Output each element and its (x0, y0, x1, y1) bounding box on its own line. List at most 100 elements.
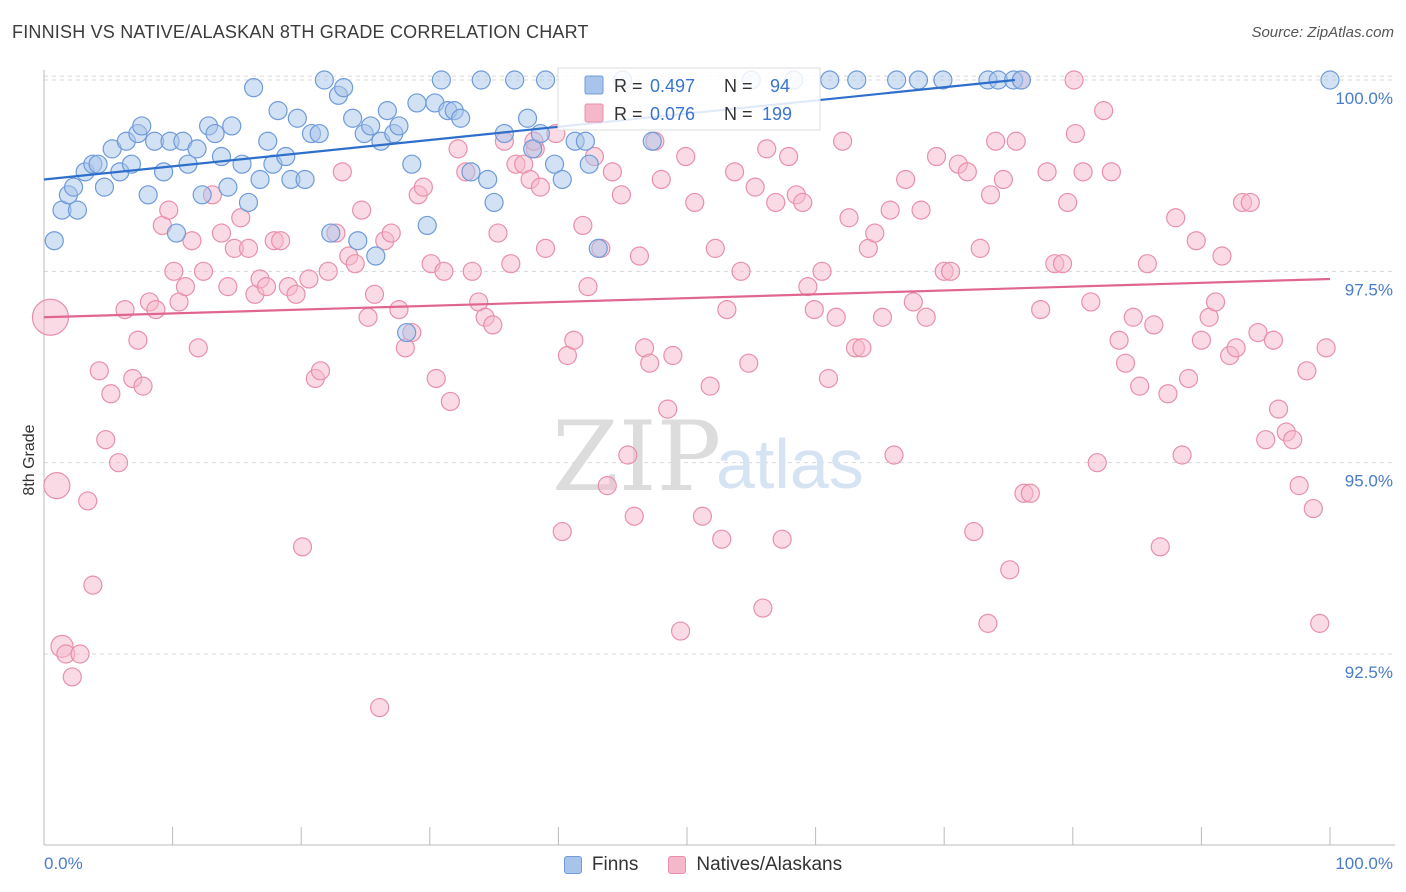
scatter-point (692, 506, 713, 526)
scatter-point (187, 139, 207, 159)
scatter-point (63, 177, 84, 197)
scatter-point (286, 284, 306, 304)
scatter-point (575, 131, 596, 151)
trend-line-natives (43, 277, 1331, 319)
scatter-point (146, 300, 166, 320)
chart-source: Source: ZipAtlas.com (1251, 24, 1394, 41)
scatter-point (573, 215, 593, 236)
scatter-point (321, 223, 341, 243)
scatter-point (94, 177, 115, 197)
scatter-point (611, 185, 632, 205)
scatter-point (256, 277, 277, 297)
scatter-point (1115, 353, 1136, 373)
scatter-point (193, 261, 214, 281)
scatter-point (364, 284, 385, 304)
scatter-point (1073, 162, 1093, 182)
scatter-point (166, 223, 187, 243)
scatter-point (1186, 231, 1206, 251)
scatter-point (1101, 162, 1121, 182)
scatter-point (413, 177, 433, 197)
scatter-point (530, 177, 550, 197)
scatter-point (986, 131, 1006, 151)
scatter-point (1283, 430, 1303, 450)
scatter-point (334, 78, 354, 98)
scatter-point (1303, 498, 1323, 519)
scatter-point (440, 391, 460, 412)
scatter-point (602, 162, 623, 182)
scatter-point (222, 116, 242, 136)
scatter-point (462, 261, 482, 281)
scatter-point (804, 300, 824, 320)
scatter-point (1081, 292, 1101, 312)
scatter-point (1248, 322, 1268, 343)
scatter-point (908, 70, 929, 90)
scatter-point (389, 300, 409, 320)
scatter-point (345, 254, 365, 274)
scatter-point (366, 246, 386, 266)
scatter-point (43, 472, 71, 500)
scatter-point (847, 70, 867, 90)
scatter-point (182, 231, 202, 251)
legend-natives-r-label: R = (614, 104, 643, 124)
scatter-point (896, 169, 916, 190)
scatter-point (62, 667, 82, 687)
scatter-point (78, 491, 98, 511)
scatter-point (402, 154, 422, 174)
scatter-point (358, 307, 378, 327)
legend-bottom-natives-swatch (668, 856, 687, 874)
scatter-point (310, 361, 331, 381)
legend-item-natives: Natives/Alaskans (668, 854, 842, 876)
y-tick-label: 97.5% (1345, 280, 1393, 299)
scatter-point (292, 537, 313, 557)
scatter-point (501, 254, 521, 274)
scatter-point (1191, 330, 1212, 350)
scatter-point (957, 162, 977, 182)
scatter-point (700, 376, 720, 396)
scatter-point (133, 376, 153, 396)
scatter-point (839, 208, 859, 228)
watermark-atlas: atlas (716, 425, 864, 503)
scatter-point (833, 131, 853, 151)
scatter-point (332, 162, 352, 182)
scatter-point (624, 506, 644, 526)
scatter-point (451, 108, 471, 128)
scatter-point (318, 261, 338, 281)
scatter-point (597, 476, 617, 496)
scatter-point (1310, 613, 1330, 633)
scatter-point (887, 70, 907, 90)
scatter-point (1150, 537, 1170, 557)
scatter-point (552, 169, 572, 190)
scatter-point (523, 139, 543, 159)
scatter-point (911, 200, 931, 220)
trend-lines (43, 78, 1331, 319)
legend-finns-r-label: R = (614, 76, 643, 96)
scatter-point (1065, 123, 1085, 144)
scatter-point (766, 192, 786, 213)
scatter-point (478, 169, 498, 190)
scatter-point (731, 261, 751, 281)
scatter-point (579, 154, 599, 174)
scatter-point (218, 277, 238, 297)
scatter-point (238, 238, 259, 258)
scatter-point (83, 575, 103, 595)
scatter-point (128, 330, 148, 350)
scatter-point (1226, 338, 1246, 358)
scatter-point (826, 307, 846, 327)
scatter-point (1031, 300, 1051, 320)
scatter-point (448, 139, 468, 159)
legend-finns-swatch (584, 75, 604, 95)
scatter-point (872, 307, 893, 327)
scatter-point (793, 192, 813, 213)
scatter-point (67, 200, 88, 220)
legend-finns-n-value: 94 (770, 76, 790, 96)
scatter-point (865, 223, 885, 243)
x-tick-label-max: 100.0% (1335, 854, 1393, 873)
scatter-point (1064, 70, 1084, 90)
scatter-point (517, 108, 538, 128)
scatter-point (483, 315, 503, 335)
scatter-point (1011, 70, 1031, 90)
finns-points (44, 70, 1340, 343)
scatter-point (993, 169, 1013, 190)
scatter-point (818, 368, 839, 389)
